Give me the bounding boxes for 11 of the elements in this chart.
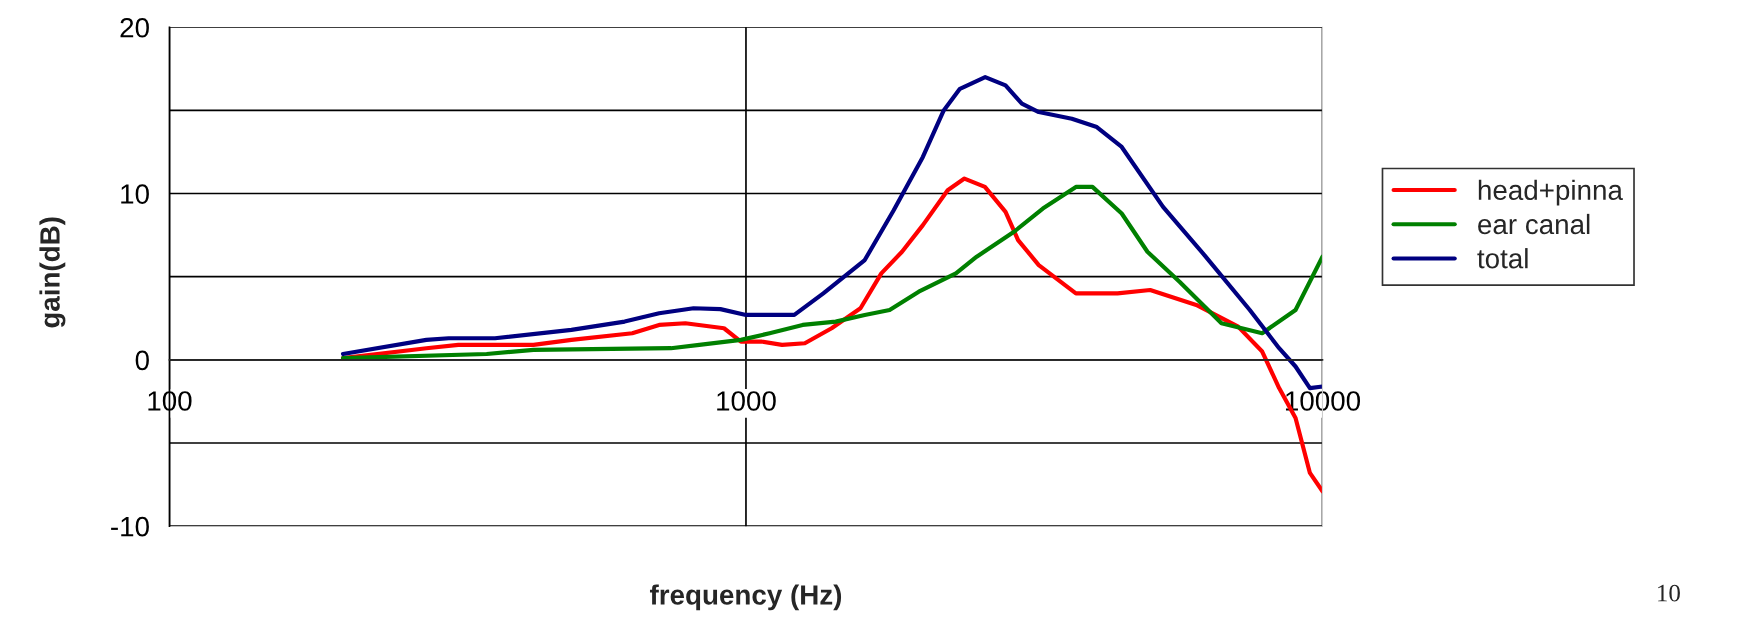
x-tick-label: 1000 [717, 391, 776, 411]
x-axis-title: frequency (Hz) [649, 584, 842, 611]
y-tick-label: 0 [135, 350, 149, 371]
y-tick-label: 10 [121, 184, 149, 204]
y-tick-label: 20 [120, 17, 149, 38]
y-axis-title: gain(dB) [39, 217, 66, 328]
text: 10 [1658, 584, 1680, 602]
legend-label: head+pinna [1478, 179, 1623, 206]
legend-label: ear canal [1478, 213, 1590, 235]
y-tick-label: -10 [111, 516, 149, 537]
legend-label: total [1477, 248, 1528, 269]
